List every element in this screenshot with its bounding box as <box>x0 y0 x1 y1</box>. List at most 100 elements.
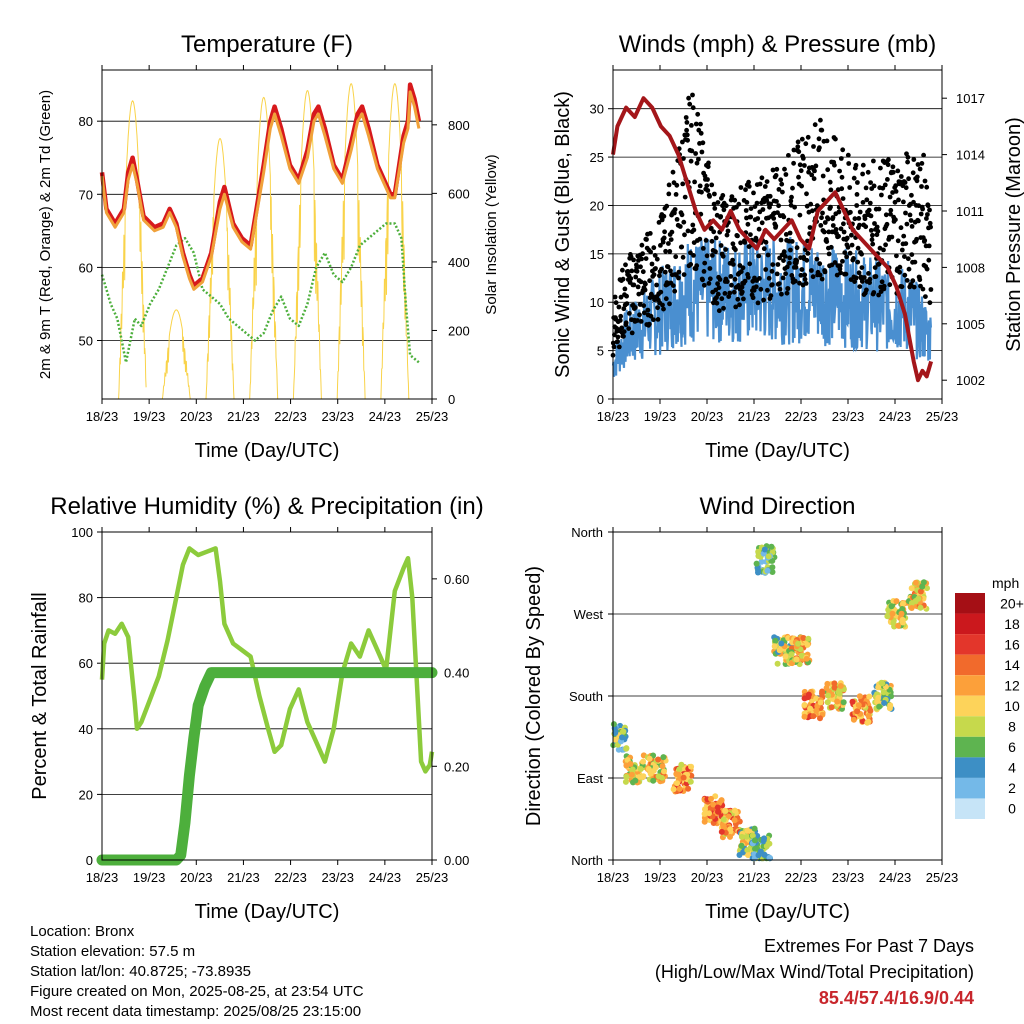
y2-tick-label: 1002 <box>956 373 985 388</box>
gust-point <box>729 282 734 288</box>
direction-point <box>867 707 874 714</box>
humidity-precip-panel: Relative Humidity (%) & Precipitation (i… <box>29 493 484 923</box>
gust-point <box>874 224 880 230</box>
station-info: Location: Bronx Station elevation: 57.5 … <box>30 922 364 1022</box>
gust-point <box>720 193 726 198</box>
colorbar-label: 18 <box>1004 616 1020 632</box>
gust-point <box>875 228 881 234</box>
gust-point <box>883 242 888 248</box>
gust-point <box>879 192 884 198</box>
direction-point <box>640 758 647 765</box>
gust-point <box>845 152 851 158</box>
direction-point <box>755 553 762 559</box>
gust-point <box>685 228 691 234</box>
gust-point <box>833 136 838 142</box>
gust-point <box>744 200 750 205</box>
direction-point <box>834 698 841 705</box>
direction-point <box>855 702 862 709</box>
gust-point <box>706 160 711 166</box>
gust-point <box>621 329 627 334</box>
gust-point <box>721 305 726 311</box>
gust-point <box>795 144 801 150</box>
y2-tick-label: 0 <box>448 392 455 407</box>
gust-point <box>765 287 770 293</box>
gust-point <box>854 192 860 197</box>
gust-point <box>914 178 920 184</box>
gust-point <box>788 198 794 204</box>
gust-point <box>871 183 877 189</box>
gust-point <box>634 265 640 271</box>
gust-point <box>704 183 710 189</box>
y-tick-label: 20 <box>79 787 93 802</box>
y-tick-label: 80 <box>79 591 93 606</box>
gust-point <box>927 300 933 306</box>
gust-point <box>669 229 675 235</box>
gust-point <box>908 218 914 223</box>
colorbar-label: 14 <box>1004 657 1020 673</box>
direction-point <box>718 828 725 835</box>
direction-point <box>688 763 695 770</box>
gust-point <box>655 317 661 322</box>
gust-point <box>905 159 910 165</box>
gust-point <box>841 221 846 227</box>
gust-point <box>832 260 838 265</box>
plot-frame <box>101 69 433 400</box>
gust-point <box>619 325 625 331</box>
direction-point <box>898 610 905 617</box>
temperature-panel: Temperature (F) Time (Day/UTC) 18/23 19/23 2… <box>37 31 500 462</box>
direction-point <box>749 832 756 839</box>
y-tick-label: 10 <box>590 295 604 310</box>
direction-point <box>776 647 783 654</box>
gust-point <box>920 206 925 212</box>
extremes-values: 85.4/57.4/16.9/0.44 <box>818 988 974 1008</box>
direction-point <box>817 715 823 722</box>
gust-point <box>742 240 748 245</box>
gust-point <box>654 282 659 288</box>
insolation-line <box>118 100 147 400</box>
gust-point <box>881 247 886 253</box>
gust-point <box>739 284 745 290</box>
direction-point <box>752 845 758 852</box>
gust-point <box>794 258 800 264</box>
direction-point <box>768 543 775 550</box>
gust-point <box>774 166 780 172</box>
gust-point <box>848 209 853 215</box>
gust-point <box>727 290 733 296</box>
gust-point <box>733 304 739 310</box>
gust-point <box>754 200 760 206</box>
gust-point <box>840 147 846 153</box>
gust-point <box>919 184 924 189</box>
direction-point <box>795 640 802 647</box>
direction-point <box>661 768 667 775</box>
gust-point <box>851 256 856 261</box>
gust-point <box>802 163 807 168</box>
gust-point <box>838 270 843 276</box>
direction-point <box>813 707 820 714</box>
gust-point <box>697 183 703 189</box>
insolation-line <box>161 309 191 400</box>
gust-point <box>661 213 667 219</box>
y-tick-label: 60 <box>79 260 93 275</box>
direction-point <box>793 656 800 663</box>
gust-point <box>907 212 913 218</box>
gust-point <box>878 165 883 171</box>
gust-point <box>853 162 859 168</box>
y-axis-label: Sonic Wind & Gust (Blue, Black) <box>552 91 574 378</box>
direction-point <box>701 810 708 817</box>
gust-point <box>902 254 907 259</box>
gust-point <box>880 185 886 191</box>
gust-point <box>796 149 802 155</box>
direction-point <box>880 689 887 696</box>
gust-point <box>666 191 672 197</box>
gust-point <box>914 174 920 180</box>
gust-point <box>691 253 696 258</box>
gust-point <box>872 265 878 270</box>
gust-point <box>787 255 793 261</box>
gust-point <box>784 290 790 296</box>
x-tick-label: 18/23 <box>86 409 119 424</box>
gust-point <box>764 179 770 185</box>
gust-point <box>631 257 636 263</box>
direction-point <box>864 719 871 726</box>
gust-point <box>738 269 744 275</box>
insolation-line <box>380 83 410 400</box>
